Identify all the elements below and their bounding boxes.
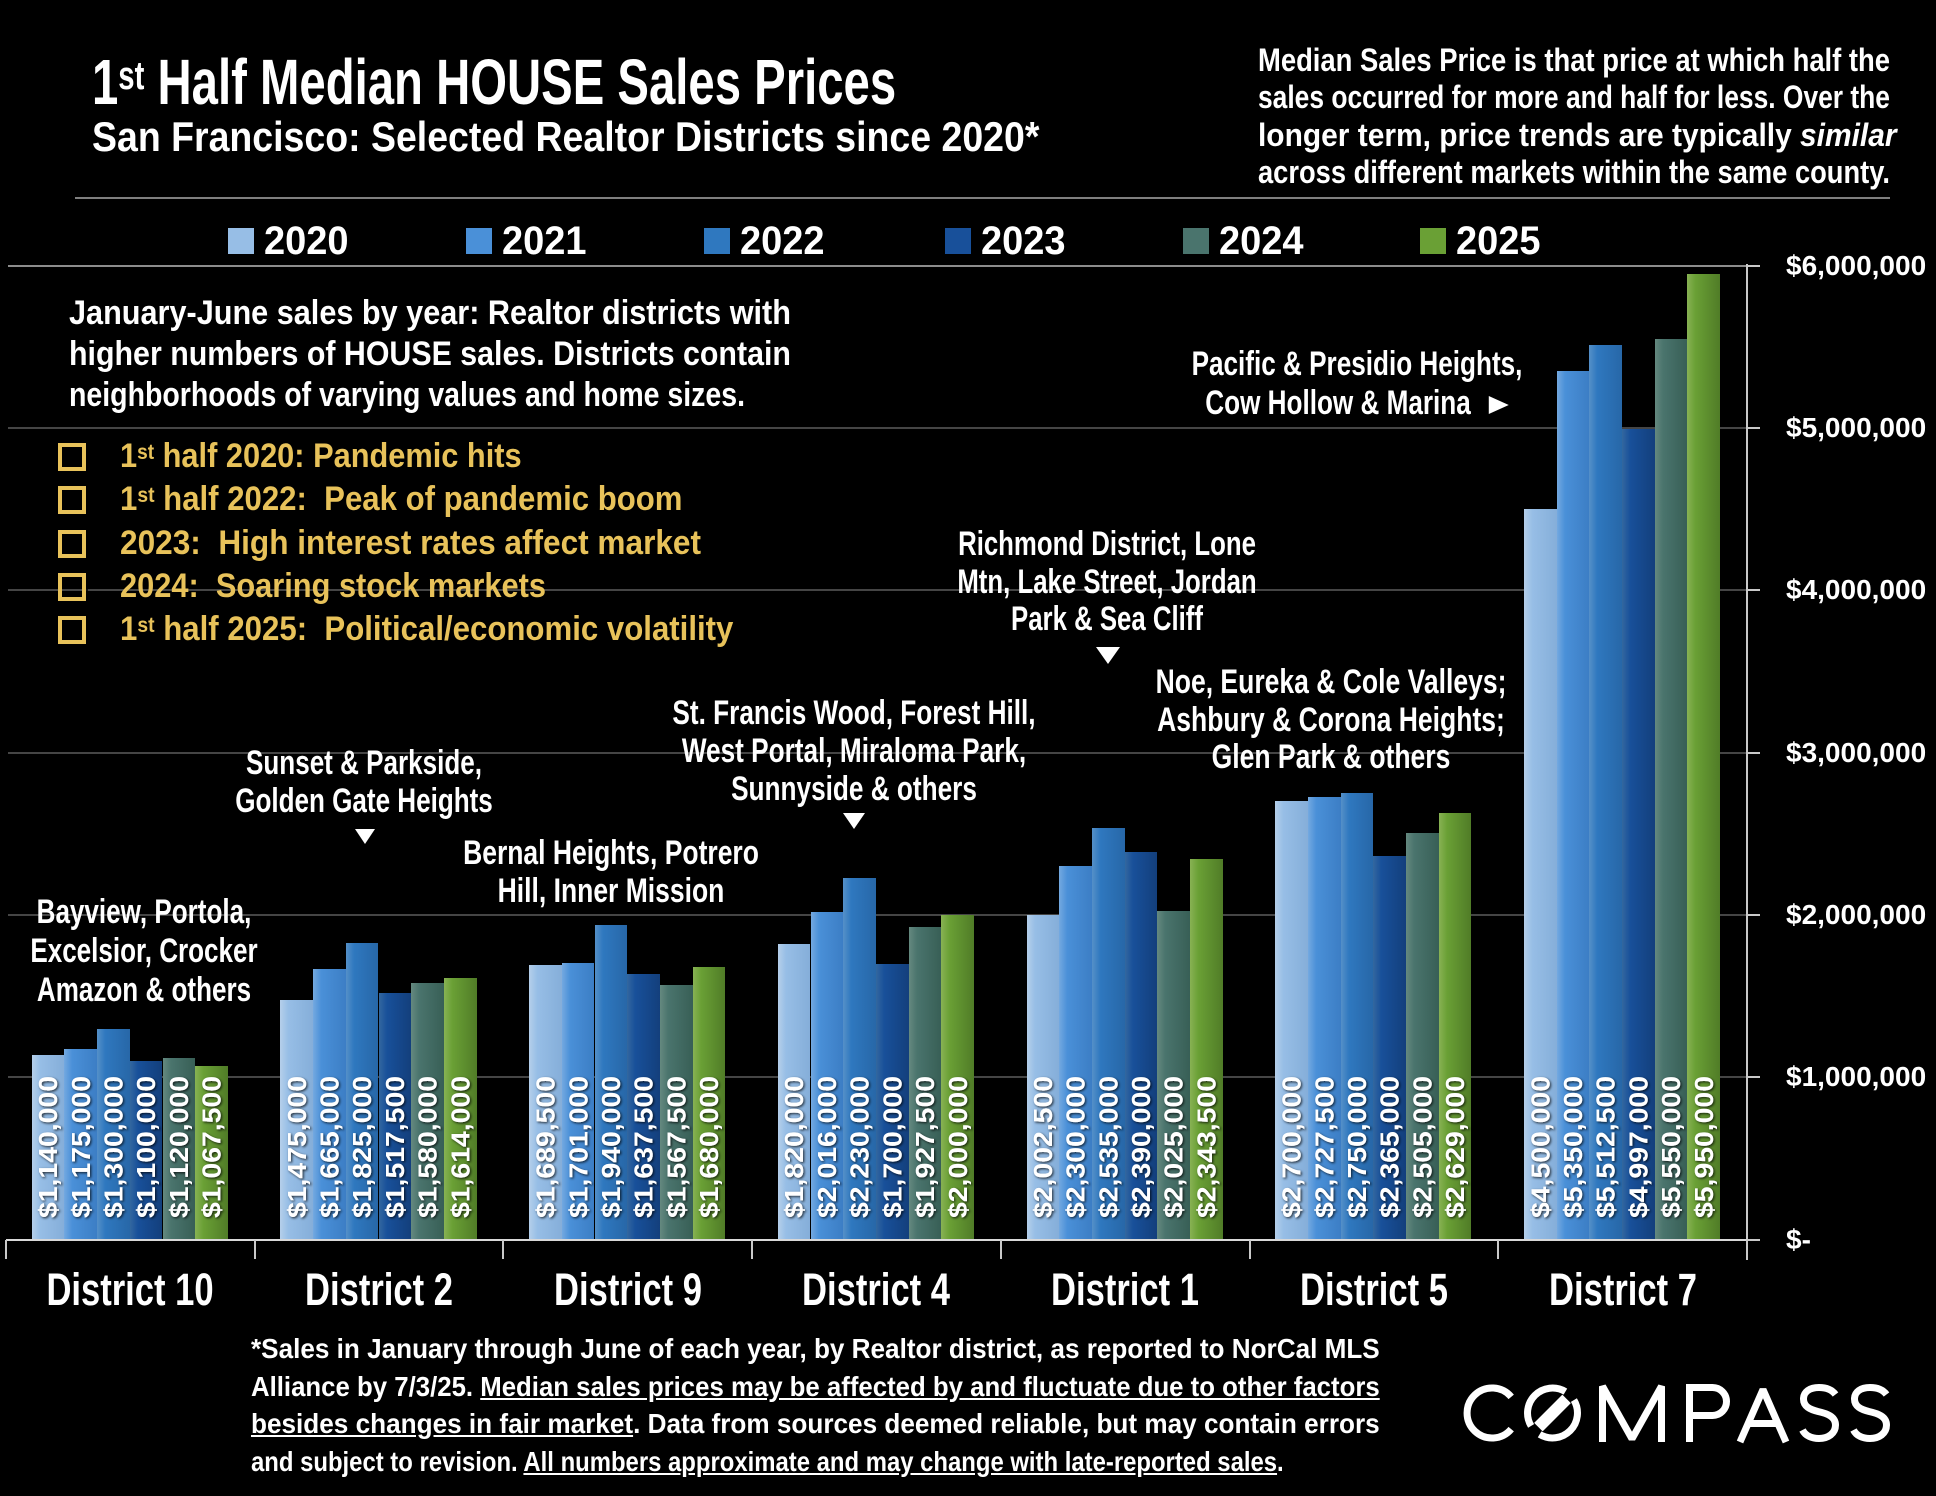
svg-text:$2,230,000: $2,230,000 xyxy=(847,1076,875,1218)
svg-text:$2,300,000: $2,300,000 xyxy=(1063,1076,1091,1218)
svg-text:$1,300,000: $1,300,000 xyxy=(101,1076,129,1218)
svg-text:$2,016,000: $2,016,000 xyxy=(814,1076,842,1218)
svg-text:$2,002,500: $2,002,500 xyxy=(1030,1076,1058,1218)
svg-text:$1,567,500: $1,567,500 xyxy=(663,1076,691,1218)
svg-text:$2,025,000: $2,025,000 xyxy=(1161,1076,1189,1218)
svg-text:$1,067,500: $1,067,500 xyxy=(199,1076,227,1218)
svg-text:$1,680,000: $1,680,000 xyxy=(696,1076,724,1218)
svg-text:$1,940,000: $1,940,000 xyxy=(598,1076,626,1218)
svg-text:$5,350,000: $5,350,000 xyxy=(1560,1076,1588,1218)
svg-text:$5,550,000: $5,550,000 xyxy=(1658,1076,1686,1218)
svg-text:$1,825,000: $1,825,000 xyxy=(349,1076,377,1218)
svg-text:$2,505,000: $2,505,000 xyxy=(1409,1076,1437,1218)
svg-text:$2,365,000: $2,365,000 xyxy=(1377,1076,1405,1218)
svg-text:$1,120,000: $1,120,000 xyxy=(166,1076,194,1218)
svg-text:$2,700,000: $2,700,000 xyxy=(1279,1076,1307,1218)
svg-text:$1,614,000: $1,614,000 xyxy=(447,1076,475,1218)
svg-text:$2,000,000: $2,000,000 xyxy=(945,1076,973,1218)
svg-text:$5,950,000: $5,950,000 xyxy=(1691,1076,1719,1218)
svg-text:$1,175,000: $1,175,000 xyxy=(68,1076,96,1218)
svg-text:$5,512,500: $5,512,500 xyxy=(1593,1076,1621,1218)
svg-text:$1,140,000: $1,140,000 xyxy=(35,1076,63,1218)
svg-text:$4,997,000: $4,997,000 xyxy=(1625,1076,1653,1218)
svg-text:$1,927,500: $1,927,500 xyxy=(912,1076,940,1218)
svg-text:$1,637,500: $1,637,500 xyxy=(631,1076,659,1218)
svg-text:$2,535,000: $2,535,000 xyxy=(1095,1076,1123,1218)
svg-text:$1,701,000: $1,701,000 xyxy=(565,1076,593,1218)
svg-text:$4,500,000: $4,500,000 xyxy=(1527,1076,1555,1218)
svg-text:$1,100,000: $1,100,000 xyxy=(133,1076,161,1218)
svg-text:$1,820,000: $1,820,000 xyxy=(781,1076,809,1218)
svg-text:$1,700,000: $1,700,000 xyxy=(879,1076,907,1218)
svg-text:$1,665,000: $1,665,000 xyxy=(317,1076,345,1218)
svg-text:$2,390,000: $2,390,000 xyxy=(1128,1076,1156,1218)
svg-text:$2,343,500: $2,343,500 xyxy=(1193,1076,1221,1218)
svg-text:$1,689,500: $1,689,500 xyxy=(533,1076,561,1218)
svg-text:$1,475,000: $1,475,000 xyxy=(284,1076,312,1218)
svg-text:$2,629,000: $2,629,000 xyxy=(1442,1076,1470,1218)
svg-text:$2,727,500: $2,727,500 xyxy=(1311,1076,1339,1218)
svg-text:$1,580,000: $1,580,000 xyxy=(415,1076,443,1218)
svg-text:$1,517,500: $1,517,500 xyxy=(382,1076,410,1218)
svg-text:$2,750,000: $2,750,000 xyxy=(1344,1076,1372,1218)
